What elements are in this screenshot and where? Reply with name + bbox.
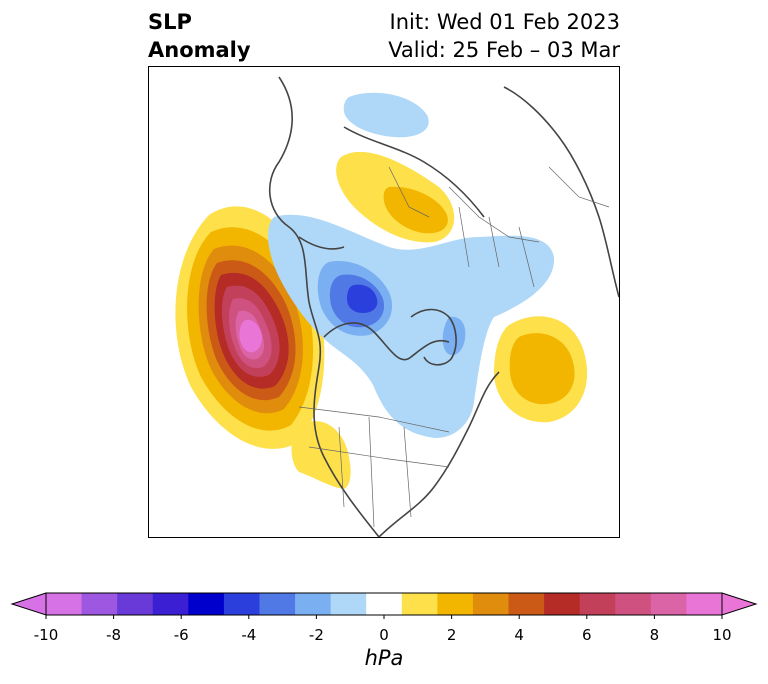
colorbar-segment: [117, 593, 154, 615]
colorbar-segment: [579, 593, 616, 615]
colorbar-segment: [188, 593, 225, 615]
negative-anomaly-greenland: [442, 316, 466, 356]
political-borders: [298, 166, 610, 528]
colorbar-segment: [46, 593, 83, 615]
colorbar-tick-label: 6: [582, 626, 592, 644]
init-date: Init: Wed 01 Feb 2023: [389, 10, 620, 34]
positive-anomaly-pacific-core: [239, 319, 262, 353]
colorbar-tick-label: -8: [106, 626, 122, 644]
colorbar: [10, 592, 758, 619]
colorbar-tick-label: -6: [173, 626, 189, 644]
colorbar-segment: [152, 593, 189, 615]
colorbar-segment: [472, 593, 510, 615]
colorbar-segment: [330, 593, 367, 615]
colorbar-tick-label: 0: [379, 626, 389, 644]
colorbar-segment: [650, 593, 687, 615]
colorbar-tick-label: -4: [241, 626, 257, 644]
colorbar-tick-label: 2: [446, 626, 457, 644]
colorbar-segment: [401, 593, 438, 615]
title-variable: SLP: [148, 10, 192, 34]
colorbar-segment: [508, 593, 545, 615]
positive-anomaly-atlantic-2: [509, 333, 575, 405]
colorbar-tick-label: 4: [514, 626, 524, 644]
negative-anomaly-north: [343, 92, 429, 138]
colorbar-extend-min: [10, 592, 47, 616]
anomaly-contours: [175, 92, 588, 489]
positive-anomaly-western-us: [291, 421, 351, 489]
coastlines: [268, 76, 619, 537]
valid-range: Valid: 25 Feb – 03 Mar: [388, 38, 620, 62]
colorbar-segment: [259, 593, 296, 615]
map-canvas: [175, 76, 619, 537]
colorbar-segment: [437, 593, 474, 615]
colorbar-unit-label: hPa: [364, 646, 404, 670]
negative-anomaly-canada-core: [347, 284, 378, 313]
colorbar-segment: [81, 593, 118, 615]
anomaly-map: [148, 66, 620, 538]
title-variable-type: Anomaly: [148, 38, 251, 62]
colorbar-tick-label: -2: [308, 626, 324, 644]
colorbar-segment: [223, 593, 260, 615]
colorbar-segment: [615, 593, 652, 615]
colorbar-tick-label: 8: [649, 626, 660, 644]
map-title: SLP Anomaly: [148, 8, 251, 64]
colorbar-extend-max: [721, 592, 758, 616]
colorbar-tick-label: 10: [712, 626, 732, 644]
colorbar-tick-label: -10: [33, 626, 59, 644]
colorbar-segment: [366, 593, 403, 615]
forecast-info: Init: Wed 01 Feb 2023 Valid: 25 Feb – 03…: [388, 8, 620, 64]
colorbar-segment: [686, 593, 723, 615]
colorbar-segment: [544, 593, 581, 615]
colorbar-segment: [295, 593, 332, 615]
